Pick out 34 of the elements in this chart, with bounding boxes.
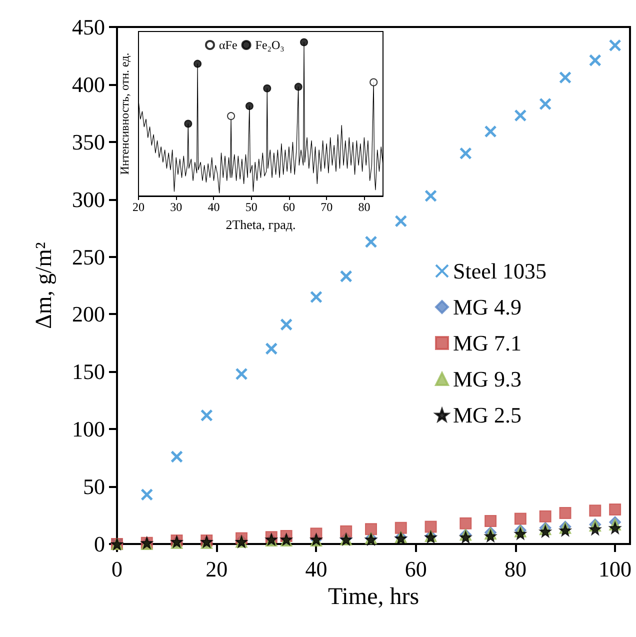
legend-label: MG 9.3 [453,366,522,392]
y-tick-label: 450 [72,14,105,40]
y-tick-label: 300 [72,186,105,212]
y-tick-label: 350 [72,129,105,154]
y-tick-label: 100 [72,416,105,442]
x-tick-label: 60 [282,200,295,214]
y-tick-label: 200 [72,302,105,327]
x-tick-label: 100 [598,556,632,582]
x-tick-label: 80 [504,556,526,582]
y-tick-label: 400 [72,72,105,97]
x-tick-label: 0 [112,556,122,582]
legend-label: MG 4.9 [453,294,522,320]
x-axis-title: Time, hrs [328,584,420,610]
x-tick-label: 20 [206,556,228,582]
x-tick-label: 30 [170,200,182,214]
legend-label: Steel 1035 [453,258,546,284]
y-tick-label: 250 [72,244,105,270]
legend-label: MG 7.1 [453,330,522,356]
legend-label: αFe [219,38,238,52]
y-tick-label: 150 [72,359,105,384]
legend-label: MG 2.5 [453,402,522,428]
x-tick-label: 20 [132,200,144,214]
y-tick-label: 50 [83,474,105,500]
x-tick-label: 60 [404,556,427,582]
y-axis-title: Δm, g/m² [31,242,56,329]
x-tick-label: 70 [320,200,333,214]
x-tick-label: 40 [208,200,220,214]
y-axis-title: Интенсивность, отн. ед. [118,52,132,175]
legend-label: Fe₂O₃ [255,38,284,52]
x-tick-label: 80 [358,200,370,214]
x-tick-label: 50 [245,200,258,214]
x-tick-label: 40 [305,556,328,582]
y-tick-label: 0 [94,532,105,556]
x-axis-title: 2Theta, град. [226,216,296,232]
